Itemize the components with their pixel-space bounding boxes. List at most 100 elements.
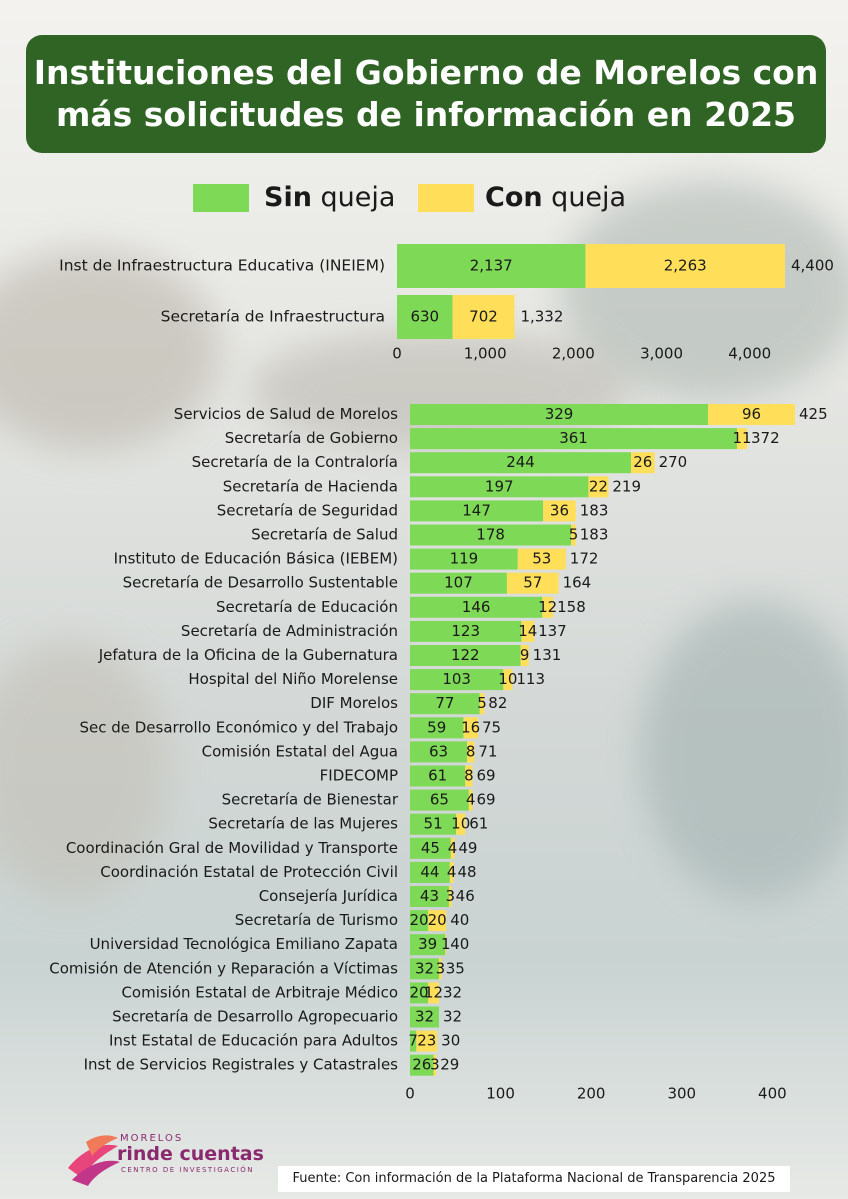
chart-bottom-category-label: Secretaría de Turismo	[235, 911, 398, 929]
chart-bottom-total-label: 137	[538, 622, 567, 640]
chart-top-category-label: Inst de Infraestructura Educativa (INEIE…	[59, 257, 385, 275]
chart-bottom-value-label-sin-queja: 32	[415, 1008, 434, 1026]
chart-bottom-bar-con-queja	[708, 404, 795, 425]
chart-bottom-category-label: DIF Morelos	[310, 694, 398, 712]
chart-title-line-1: Instituciones del Gobierno de Morelos co…	[33, 53, 819, 92]
chart-bottom-value-label-sin-queja: 197	[485, 477, 514, 495]
chart-top-x-tick-label: 4,000	[728, 345, 771, 363]
chart-bottom-total-label: 183	[580, 526, 609, 544]
chart-bottom-category-label: Secretaría de las Mujeres	[208, 815, 398, 833]
chart-bottom-bar-con-queja	[416, 1030, 438, 1052]
chart-bottom-bar-sin-queja	[410, 886, 449, 907]
chart-bottom-value-label-con-queja: 26	[633, 453, 652, 471]
chart-bottom-value-label-sin-queja: 123	[451, 622, 480, 640]
chart-bottom-bar-sin-queja	[410, 693, 480, 715]
chart-bottom-value-label-sin-queja: 244	[506, 453, 535, 471]
chart-top-value-label-sin-queja: 2,137	[470, 257, 513, 275]
chart-top-x-tick-label: 0	[392, 345, 402, 363]
chart-bottom-value-label-con-queja: 5	[477, 694, 487, 712]
chart-bottom-value-label-con-queja: 36	[550, 501, 569, 519]
logo-text-top: MORELOS	[120, 1133, 184, 1144]
chart-bottom-category-label: Secretaría de Desarrollo Sustentable	[123, 574, 398, 592]
chart-bottom-bar-con-queja	[445, 934, 447, 956]
chart-bottom-bar-con-queja	[543, 500, 576, 522]
chart-bottom-value-label-sin-queja: 77	[435, 694, 454, 712]
chart-bottom-total-label: 49	[458, 839, 477, 857]
chart-title: Instituciones del Gobierno de Morelos co…	[26, 35, 826, 153]
chart-bottom-category-label: Jefatura de la Oficina de la Gubernatura	[98, 646, 398, 664]
chart-bottom-value-label-con-queja: 57	[523, 574, 542, 592]
chart-bottom-total-label: 40	[450, 935, 469, 953]
chart-bottom-category-label: Hospital del Niño Morelense	[188, 670, 398, 688]
chart-bottom-bar-sin-queja	[410, 669, 504, 691]
chart-bottom-value-label-con-queja: 12	[538, 598, 557, 616]
chart-bottom-category-label: Secretaría de Bienestar	[222, 791, 399, 809]
chart-top-bar-con-queja	[585, 244, 785, 288]
chart-bottom-x-tick-label: 300	[667, 1085, 696, 1103]
chart-bottom-total-label: 164	[563, 574, 592, 592]
chart-bottom-total-label: 183	[580, 501, 609, 519]
chart-bottom-total-label: 425	[799, 405, 828, 423]
chart-bottom-total-label: 48	[457, 863, 476, 881]
chart-bottom-bar-sin-queja	[410, 548, 518, 570]
chart-bottom-category-label: Coordinación Gral de Movilidad y Transpo…	[66, 839, 398, 857]
chart-bottom-value-label-con-queja: 1	[441, 935, 451, 953]
chart-bottom-value-label-con-queja: 53	[532, 550, 551, 568]
source-note: Fuente: Con información de la Plataforma…	[278, 1166, 790, 1192]
chart-bottom-category-label: Secretaría de la Contraloría	[192, 453, 398, 471]
chart-bottom-bar-con-queja	[521, 620, 535, 642]
chart-top-category-label: Secretaría de Infraestructura	[161, 308, 385, 326]
legend-swatch-con-queja	[418, 184, 474, 212]
chart-bottom-category-label: Coordinación Estatal de Protección Civil	[100, 863, 398, 881]
chart-bottom-value-label-con-queja: 10	[451, 815, 470, 833]
chart-bottom-bar-con-queja	[520, 645, 529, 666]
chart-bottom-value-label-con-queja: 8	[464, 767, 474, 785]
chart-bottom-bar-con-queja	[468, 789, 473, 811]
chart-bottom-value-label-con-queja: 12	[424, 983, 443, 1001]
chart-bottom-value-label-sin-queja: 107	[444, 574, 473, 592]
chart-top-bar-con-queja	[452, 295, 515, 339]
chart-bottom-total-label: 32	[443, 983, 462, 1001]
chart-top-bar-sin-queja	[397, 295, 453, 339]
chart-bottom-bar-sin-queja	[410, 813, 457, 835]
chart-bottom-total-label: 172	[570, 550, 599, 568]
chart-bottom-total-label: 29	[440, 1056, 459, 1074]
chart-bottom-bar-con-queja	[450, 837, 455, 859]
chart-bottom-value-label-sin-queja: 63	[429, 742, 448, 760]
chart-bottom-category-label: Instituto de Educación Básica (IEBEM)	[114, 550, 398, 568]
chart-bottom-total-label: 61	[469, 815, 488, 833]
chart-bottom-value-label-sin-queja: 59	[427, 718, 446, 736]
chart-bottom-value-label-sin-queja: 20	[410, 983, 429, 1001]
chart-bottom-bar-sin-queja	[410, 982, 429, 1004]
chart-bottom-category-label: Comisión Estatal del Agua	[202, 742, 398, 760]
chart-bottom-bar-con-queja	[448, 886, 452, 907]
chart-bottom-total-label: 69	[477, 791, 496, 809]
logo-text-sub: CENTRO DE INVESTIGACIÓN	[121, 1166, 255, 1174]
chart-bottom-bar-sin-queja	[410, 861, 450, 883]
chart-bottom-bar-con-queja	[463, 717, 478, 739]
chart-bottom-bar-sin-queja	[410, 1030, 417, 1052]
legend: Sin queja Con queja	[0, 176, 848, 220]
chart-bottom-bar-con-queja	[631, 452, 655, 474]
chart-bottom-bar-con-queja	[517, 548, 566, 570]
chart-bottom-bar-con-queja	[438, 958, 442, 980]
chart-bottom-value-label-sin-queja: 32	[415, 959, 434, 977]
chart-bottom-category-label: Secretaría de Hacienda	[223, 477, 398, 495]
chart-bottom-bar-sin-queja	[410, 789, 469, 811]
chart-bottom-value-label-sin-queja: 147	[462, 501, 491, 519]
chart-bottom-total-label: 32	[443, 1008, 462, 1026]
chart-bottom-bar-con-queja	[428, 982, 439, 1004]
chart-bottom-bar-con-queja	[542, 596, 554, 618]
chart-bottom-x-tick-label: 400	[758, 1085, 787, 1103]
chart-bottom-category-label: Inst Estatal de Educación para Adultos	[109, 1032, 398, 1050]
chart-bottom-category-label: Universidad Tecnológica Emiliano Zapata	[90, 935, 398, 953]
chart-bottom-value-label-con-queja: 10	[498, 670, 517, 688]
chart-bottom-value-label-sin-queja: 20	[410, 911, 429, 929]
chart-bottom-total-label: 69	[477, 767, 496, 785]
chart-bottom-value-label-con-queja: 96	[742, 405, 761, 423]
chart-bottom-bar-con-queja	[456, 813, 466, 835]
legend-swatch-sin-queja	[193, 184, 249, 212]
chart-bottom-bar-con-queja	[467, 741, 475, 763]
legend-con-rest: queja	[542, 182, 627, 213]
chart-bottom-value-label-con-queja: 3	[446, 887, 456, 905]
